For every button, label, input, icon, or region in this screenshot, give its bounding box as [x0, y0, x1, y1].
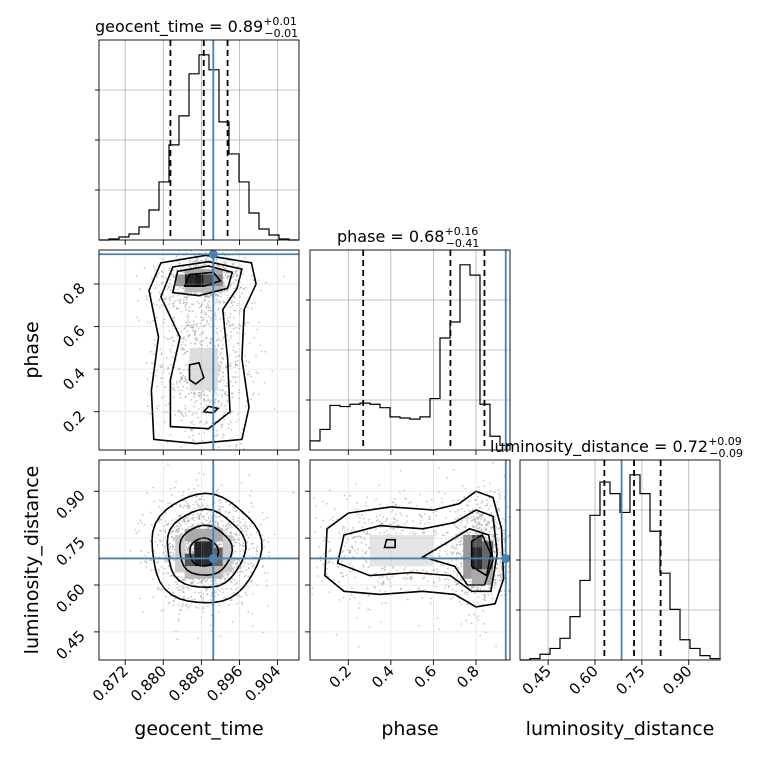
x-tick-label-phase-3: 0.8 [453, 662, 483, 692]
contour-geocent_time-phase-3 [183, 271, 222, 287]
contour-geocent_time-luminosity_distance-3 [189, 537, 220, 567]
x-tick-label-geocent_time-1: 0.880 [127, 662, 170, 705]
contour-geocent_time-luminosity_distance-1 [166, 508, 247, 589]
y-tick-label-luminosity_distance-2: 0.75 [52, 533, 88, 569]
x-tick-label-geocent_time-2: 0.888 [165, 662, 208, 705]
panel-geocent_time-vs-phase [98, 249, 300, 451]
contour-geocent_time-luminosity_distance-2 [178, 524, 234, 576]
title-luminosity_distance: luminosity_distance = 0.72+0.09 −0.09 [490, 435, 743, 460]
title-phase: phase = 0.68+0.16 −0.41 [337, 225, 479, 250]
density-geocent_time-vs-luminosity_distance [129, 463, 295, 641]
contour-geocent_time-phase-1 [160, 260, 243, 430]
contour-phase-luminosity_distance-2 [420, 527, 494, 586]
y-tick-label-phase-0: 0.2 [59, 407, 89, 437]
y-axis-label-luminosity-distance: luminosity_distance [21, 466, 43, 655]
x-tick-label-phase-2: 0.6 [411, 662, 441, 692]
density-phase-vs-luminosity_distance [310, 462, 510, 648]
x-tick-label-luminosity_distance-0: 0.45 [519, 662, 555, 698]
truth-point-phase-luminosity_distance [501, 553, 511, 563]
x-tick-label-phase-1: 0.4 [368, 662, 398, 692]
panel-hist-geocent_time [98, 39, 300, 241]
panel-hist-luminosity_distance [519, 459, 721, 661]
title-geocent_time: geocent_time = 0.89+0.01 −0.01 [95, 15, 298, 40]
histogram-geocent_time [99, 54, 299, 241]
contour-geocent_time-phase-5 [202, 405, 220, 414]
x-tick-label-geocent_time-3: 0.896 [203, 662, 246, 705]
y-tick-label-luminosity_distance-3: 0.90 [52, 486, 88, 522]
x-axis-label-luminosity-distance: luminosity_distance [526, 718, 715, 740]
x-tick-label-luminosity_distance-1: 0.60 [565, 662, 601, 698]
contour-geocent_time-phase-0 [148, 254, 257, 445]
contour-geocent_time-phase-4 [188, 361, 205, 385]
truth-point-geocent_time-luminosity_distance [208, 553, 218, 563]
truth-point-geocent_time-phase [208, 249, 218, 259]
histogram-phase [309, 264, 511, 450]
x-tick-label-phase-0: 0.2 [326, 662, 356, 692]
x-tick-label-geocent_time-0: 0.872 [89, 662, 132, 705]
x-axis-label-geocent-time: geocent_time [134, 718, 263, 740]
contour-geocent_time-luminosity_distance-0 [151, 492, 263, 604]
histogram-luminosity_distance [520, 474, 721, 661]
contour-phase-luminosity_distance-3 [470, 533, 492, 577]
x-axis-label-phase: phase [381, 718, 438, 740]
contour-phase-luminosity_distance-0 [324, 490, 505, 608]
y-axis-label-phase: phase [21, 321, 43, 378]
y-tick-label-luminosity_distance-1: 0.60 [52, 580, 88, 616]
y-tick-label-phase-1: 0.4 [59, 364, 89, 394]
contour-phase-luminosity_distance-4 [383, 538, 396, 549]
panel-phase-vs-luminosity_distance [309, 459, 511, 661]
y-tick-label-phase-2: 0.6 [59, 322, 89, 352]
y-tick-label-luminosity_distance-0: 0.45 [52, 627, 88, 663]
contour-geocent_time-phase-2 [171, 265, 234, 297]
panel-geocent_time-vs-luminosity_distance [98, 459, 300, 661]
contour-phase-luminosity_distance-1 [336, 509, 499, 593]
panel-hist-phase [309, 249, 511, 451]
x-tick-label-luminosity_distance-3: 0.90 [659, 662, 695, 698]
x-tick-label-geocent_time-4: 0.904 [241, 662, 284, 705]
x-tick-label-luminosity_distance-2: 0.75 [612, 662, 648, 698]
y-tick-label-phase-3: 0.8 [59, 279, 89, 309]
